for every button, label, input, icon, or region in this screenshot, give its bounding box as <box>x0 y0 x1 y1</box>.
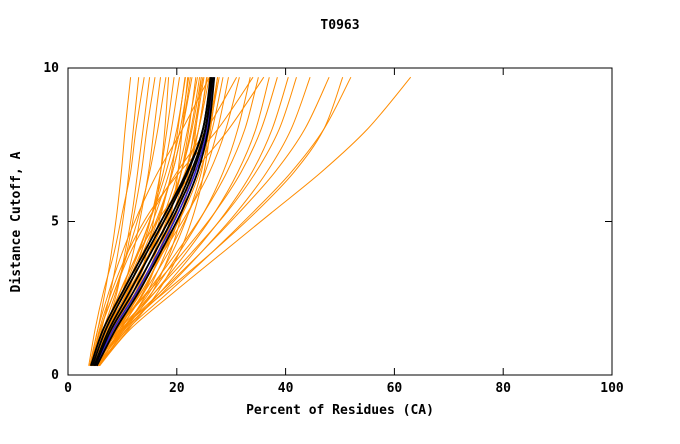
curve-server-model <box>94 77 202 367</box>
curve-server-model <box>93 77 224 367</box>
x-axis-label: Percent of Residues (CA) <box>246 403 434 418</box>
y-tick-label: 10 <box>43 61 59 76</box>
curve-server-model <box>89 76 210 366</box>
x-tick-label: 20 <box>169 381 185 396</box>
y-tick-label: 0 <box>51 368 59 383</box>
curve-server-model <box>98 77 208 367</box>
curve-server-model <box>96 77 270 367</box>
curve-group-model <box>89 77 212 367</box>
y-tick-label: 5 <box>51 215 59 230</box>
curve-server-model <box>91 77 193 367</box>
x-tick-label: 40 <box>278 381 294 396</box>
curve-group-model <box>96 77 216 367</box>
curve-server-model <box>90 76 254 366</box>
curve-server-model <box>88 77 145 366</box>
curve-server-model <box>93 77 220 367</box>
plot-area: 0 20 40 60 80 100 0 5 10 <box>43 61 624 396</box>
x-tick-label: 100 <box>600 381 624 396</box>
x-tick-label: 60 <box>387 381 403 396</box>
curve-server-model <box>92 77 140 366</box>
y-axis-label: Distance Cutoff, A <box>9 151 24 292</box>
curve-server-model <box>99 76 412 367</box>
curve-server-model <box>97 77 219 367</box>
curve-group-model <box>93 77 214 367</box>
curve-server-model <box>94 77 259 367</box>
x-tick-label: 80 <box>495 381 511 396</box>
curve-highlight-model <box>94 77 215 367</box>
x-tick-label: 0 <box>64 381 72 396</box>
chart-title: T0963 <box>320 18 359 33</box>
